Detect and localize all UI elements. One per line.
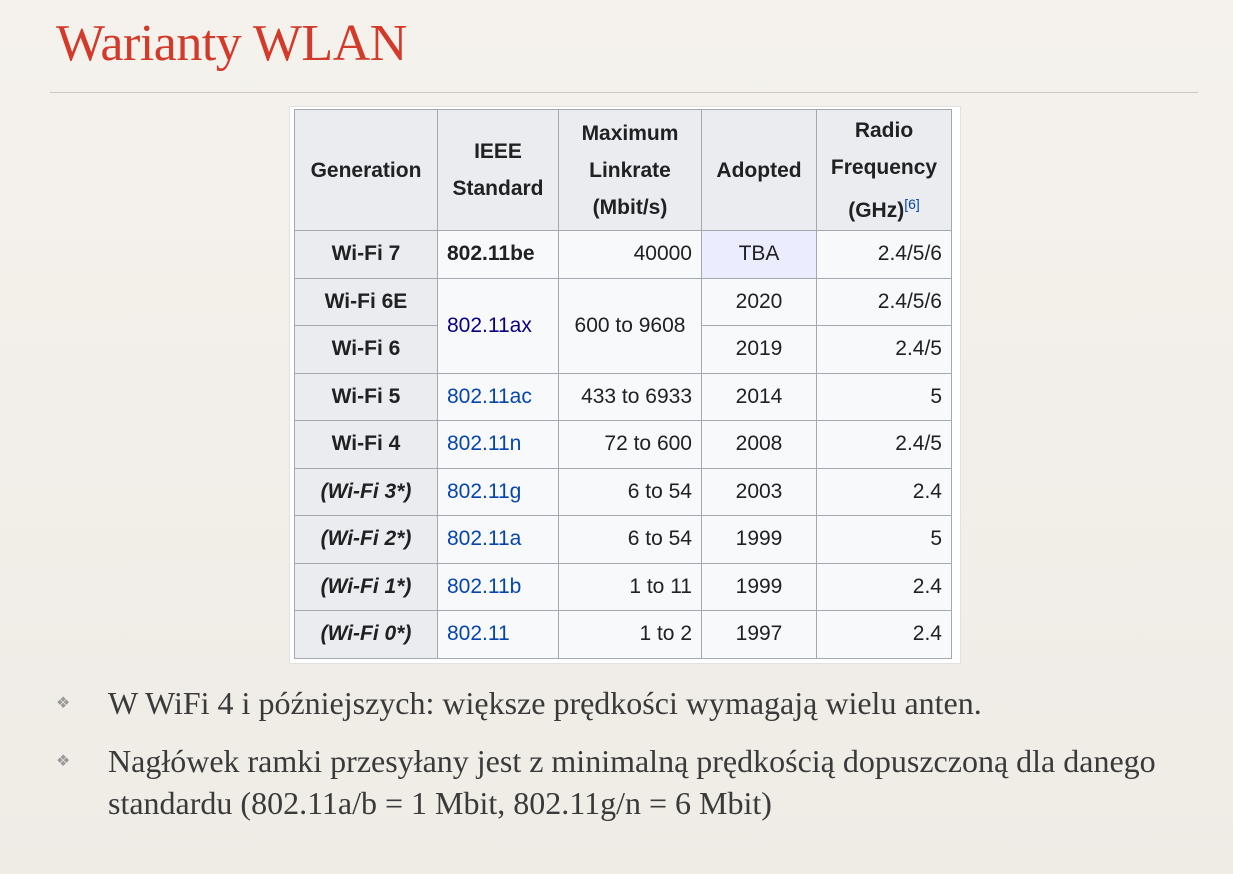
bullet-text: W WiFi 4 i późniejszych: większe prędkoś… xyxy=(108,685,982,721)
frequency-cell: 2.4/5 xyxy=(816,325,952,374)
frequency-cell: 2.4/5 xyxy=(816,420,952,469)
adopted-cell: 2019 xyxy=(701,325,817,374)
frequency-cell: 2.4 xyxy=(816,610,952,659)
generation-cell: Wi-Fi 4 xyxy=(294,420,438,469)
generation-cell: Wi-Fi 5 xyxy=(294,372,438,421)
table-row: (Wi-Fi 0*) 802.11 1 to 2 1997 2.4 xyxy=(294,610,952,659)
generation-cell: (Wi-Fi 3*) xyxy=(294,467,438,516)
frequency-cell: 2.4/5/6 xyxy=(816,230,952,279)
bullet-item: ❖ Nagłówek ramki przesyłany jest z minim… xyxy=(56,740,1206,824)
linkrate-cell: 72 to 600 xyxy=(558,420,702,469)
linkrate-cell: 433 to 6933 xyxy=(558,372,702,421)
table-row: Wi-Fi 6E 802.11ax 600 to 9608 2020 2.4/5… xyxy=(294,277,952,374)
diamond-bullet-icon: ❖ xyxy=(56,753,71,770)
standard-link[interactable]: 802.11n xyxy=(437,420,559,469)
header-radio-frequency: Radio Frequency (GHz)[6] xyxy=(816,109,952,231)
standard-link[interactable]: 802.11b xyxy=(437,562,559,611)
table-header-row: Generation IEEE Standard Maximum Linkrat… xyxy=(294,109,952,231)
standard-link[interactable]: 802.11ax xyxy=(437,277,559,374)
adopted-cell: 2008 xyxy=(701,420,817,469)
generation-cell: (Wi-Fi 2*) xyxy=(294,515,438,564)
wifi-generations-table: Generation IEEE Standard Maximum Linkrat… xyxy=(294,109,952,659)
linkrate-cell: 6 to 54 xyxy=(558,467,702,516)
adopted-cell: 2020 xyxy=(701,277,817,326)
title-divider xyxy=(50,92,1198,93)
frequency-cell: 2.4 xyxy=(816,562,952,611)
standard-link[interactable]: 802.11a xyxy=(437,515,559,564)
linkrate-cell: 600 to 9608 xyxy=(558,277,702,374)
frequency-cell: 5 xyxy=(816,515,952,564)
generation-cell: Wi-Fi 7 xyxy=(294,230,438,279)
table-row: (Wi-Fi 2*) 802.11a 6 to 54 1999 5 xyxy=(294,515,952,564)
linkrate-cell: 40000 xyxy=(558,230,702,279)
linkrate-cell: 1 to 2 xyxy=(558,610,702,659)
table-row: (Wi-Fi 3*) 802.11g 6 to 54 2003 2.4 xyxy=(294,467,952,516)
frequency-cell: 5 xyxy=(816,372,952,421)
standard-cell: 802.11be xyxy=(437,230,559,279)
frequency-cell: 2.4 xyxy=(816,467,952,516)
generation-cell: Wi-Fi 6E xyxy=(294,277,438,326)
slide-title: Warianty WLAN xyxy=(56,15,407,72)
standard-link[interactable]: 802.11ac xyxy=(437,372,559,421)
adopted-cell: 1997 xyxy=(701,610,817,659)
table-row: Wi-Fi 7 802.11be 40000 TBA 2.4/5/6 xyxy=(294,230,952,279)
generation-cell: Wi-Fi 6 xyxy=(294,325,438,374)
adopted-cell: 2003 xyxy=(701,467,817,516)
table-row: Wi-Fi 6 2019 2.4/5 xyxy=(294,325,952,374)
linkrate-cell: 1 to 11 xyxy=(558,562,702,611)
linkrate-cell: 6 to 54 xyxy=(558,515,702,564)
table-row: Wi-Fi 5 802.11ac 433 to 6933 2014 5 xyxy=(294,372,952,421)
standard-link[interactable]: 802.11 xyxy=(437,610,559,659)
header-ieee-standard: IEEE Standard xyxy=(437,109,559,231)
generation-cell: (Wi-Fi 1*) xyxy=(294,562,438,611)
standard-link[interactable]: 802.11g xyxy=(437,467,559,516)
frequency-cell: 2.4/5/6 xyxy=(816,277,952,326)
table-row: Wi-Fi 4 802.11n 72 to 600 2008 2.4/5 xyxy=(294,420,952,469)
table-row: (Wi-Fi 1*) 802.11b 1 to 11 1999 2.4 xyxy=(294,562,952,611)
diamond-bullet-icon: ❖ xyxy=(56,695,71,712)
adopted-cell: 1999 xyxy=(701,515,817,564)
adopted-cell: TBA xyxy=(701,230,817,279)
citation-link[interactable]: [6] xyxy=(904,195,920,212)
generation-cell: (Wi-Fi 0*) xyxy=(294,610,438,659)
header-adopted: Adopted xyxy=(701,109,817,231)
adopted-cell: 2014 xyxy=(701,372,817,421)
header-max-linkrate: Maximum Linkrate (Mbit/s) xyxy=(558,109,702,231)
bullet-text: Nagłówek ramki przesyłany jest z minimal… xyxy=(108,743,1156,821)
header-generation: Generation xyxy=(294,109,438,231)
bullet-item: ❖ W WiFi 4 i późniejszych: większe prędk… xyxy=(56,682,1206,724)
adopted-cell: 1999 xyxy=(701,562,817,611)
bullet-list: ❖ W WiFi 4 i późniejszych: większe prędk… xyxy=(56,682,1206,840)
wifi-table-panel: Generation IEEE Standard Maximum Linkrat… xyxy=(289,106,961,664)
